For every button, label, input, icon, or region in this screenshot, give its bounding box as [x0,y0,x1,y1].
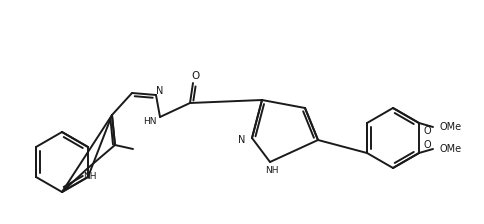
Text: NH: NH [265,166,279,174]
Text: O: O [191,71,199,81]
Text: NH: NH [83,172,97,181]
Text: N: N [238,135,245,145]
Text: O: O [423,140,431,150]
Text: OMe: OMe [440,122,462,132]
Text: OMe: OMe [440,144,462,154]
Text: N: N [156,86,164,96]
Text: O: O [423,126,431,136]
Text: HN: HN [143,116,157,125]
